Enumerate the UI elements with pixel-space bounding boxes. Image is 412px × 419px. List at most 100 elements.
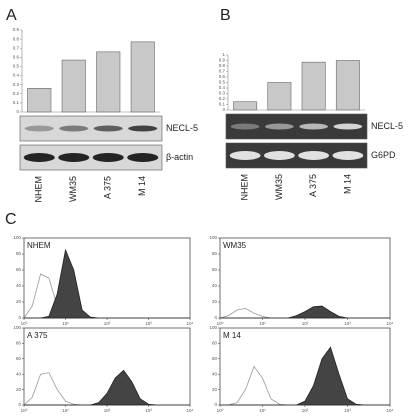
- bar: [27, 88, 52, 113]
- y-tick-label: 0: [214, 402, 217, 407]
- y-tick-label: 0.6: [219, 74, 226, 79]
- x-tick-label: 10³: [344, 408, 351, 413]
- blot-band: [59, 125, 89, 132]
- panel-title: A 375: [27, 331, 48, 340]
- panel-title: WM35: [223, 241, 247, 250]
- y-tick-label: 0.8: [13, 36, 20, 41]
- y-tick-label: 0: [18, 315, 21, 320]
- x-tick-label: 10⁰: [217, 321, 224, 326]
- y-tick-label: 100: [209, 325, 217, 330]
- blot-label: β-actin: [166, 152, 193, 162]
- y-tick-label: 100: [13, 235, 21, 240]
- x-tick-label: M 14: [137, 176, 147, 196]
- x-tick-label: 10¹: [62, 321, 69, 326]
- x-tick-label: A 375: [308, 174, 318, 197]
- x-tick-label: A 375: [103, 176, 113, 199]
- y-tick-label: 100: [13, 325, 21, 330]
- x-tick-label: NHEM: [34, 176, 44, 203]
- x-tick-label: 10³: [344, 321, 351, 326]
- y-tick-label: 0.7: [219, 69, 226, 74]
- y-tick-label: 0.7: [13, 45, 20, 50]
- y-tick-label: 0.2: [13, 91, 20, 96]
- y-tick-label: 0.4: [13, 73, 20, 78]
- y-tick-label: 20: [212, 387, 218, 392]
- y-tick-label: 80: [212, 251, 218, 256]
- x-tick-label: 10⁰: [21, 408, 28, 413]
- blot-band: [298, 151, 330, 160]
- x-tick-label: 10²: [302, 408, 309, 413]
- y-tick-label: 40: [16, 283, 22, 288]
- panel-label: C: [5, 211, 17, 228]
- y-tick-label: 0.5: [219, 80, 226, 85]
- blot-band: [93, 125, 123, 132]
- panel-label: A: [6, 7, 17, 24]
- blot-band: [333, 123, 363, 130]
- blot-band: [299, 123, 329, 130]
- y-tick-label: 40: [16, 371, 22, 376]
- y-tick-label: 60: [16, 356, 22, 361]
- x-tick-label: 10²: [104, 408, 111, 413]
- y-tick-label: 100: [209, 235, 217, 240]
- y-tick-label: 0.6: [13, 55, 20, 60]
- y-tick-label: 60: [212, 267, 218, 272]
- y-tick-label: 0.9: [219, 58, 226, 63]
- bar: [130, 41, 155, 113]
- histogram: [220, 346, 390, 406]
- blot-band: [230, 123, 260, 130]
- y-tick-label: 0.3: [13, 82, 20, 87]
- blot-band: [264, 123, 294, 130]
- blot-band: [92, 153, 124, 162]
- y-tick-label: 40: [212, 283, 218, 288]
- blot-label: G6PD: [371, 150, 396, 160]
- x-tick-label: 10⁴: [187, 321, 194, 326]
- x-tick-label: WM35: [274, 174, 284, 200]
- blot-label: NECL-5: [371, 121, 403, 131]
- y-tick-label: 20: [212, 299, 218, 304]
- x-tick-label: 10¹: [62, 408, 69, 413]
- y-tick-label: 0.1: [13, 100, 20, 105]
- x-tick-label: 10⁰: [217, 408, 224, 413]
- y-tick-label: 0: [16, 109, 19, 114]
- blot-band: [263, 151, 295, 160]
- bar: [233, 101, 258, 111]
- x-tick-label: 10³: [145, 408, 152, 413]
- y-tick-label: 20: [16, 387, 22, 392]
- y-tick-label: 0.4: [219, 85, 226, 90]
- y-tick-label: 40: [212, 371, 218, 376]
- bar: [335, 60, 360, 111]
- x-tick-label: 10²: [302, 321, 309, 326]
- x-tick-label: 10⁰: [21, 321, 28, 326]
- y-tick-label: 1: [222, 52, 225, 57]
- x-tick-label: M 14: [342, 174, 352, 194]
- histogram: [24, 369, 190, 406]
- histogram: [24, 248, 190, 319]
- bar: [301, 61, 326, 111]
- y-tick-label: 0.2: [219, 96, 226, 101]
- plot-frame: [219, 327, 391, 406]
- bar: [267, 82, 292, 111]
- panel-title: M 14: [223, 331, 241, 340]
- blot-band: [24, 125, 54, 132]
- y-tick-label: 0.5: [13, 64, 20, 69]
- y-tick-label: 80: [212, 341, 218, 346]
- histogram: [220, 305, 390, 319]
- y-tick-label: 20: [16, 299, 22, 304]
- panel-label: B: [220, 7, 231, 24]
- bar: [61, 59, 86, 113]
- x-tick-label: 10⁴: [387, 408, 394, 413]
- y-tick-label: 60: [16, 267, 22, 272]
- blot-band: [23, 153, 55, 162]
- x-tick-label: 10²: [104, 321, 111, 326]
- x-tick-label: 10¹: [259, 408, 266, 413]
- y-tick-label: 0.9: [13, 27, 20, 32]
- blot-band: [128, 125, 158, 132]
- blot-label: NECL-5: [166, 123, 198, 133]
- blot-band: [229, 151, 261, 160]
- x-tick-label: 10⁴: [187, 408, 194, 413]
- histogram: [23, 273, 190, 319]
- blot-band: [58, 153, 90, 162]
- x-tick-label: WM35: [68, 176, 78, 202]
- x-tick-label: NHEM: [240, 174, 250, 201]
- bar: [96, 51, 121, 113]
